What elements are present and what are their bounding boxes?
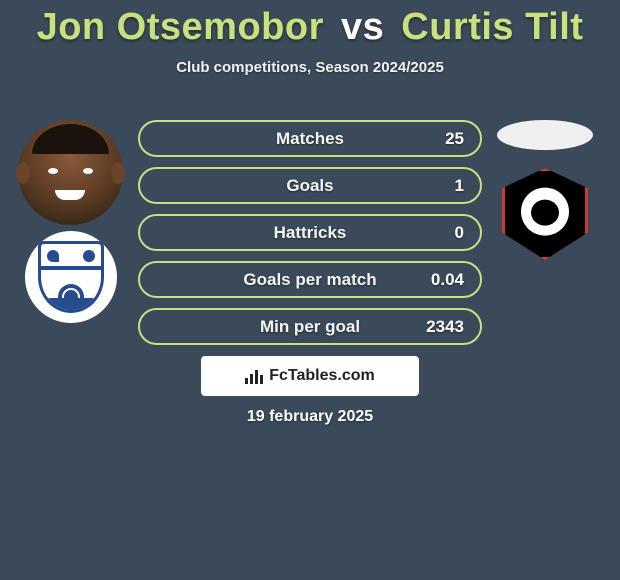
right-avatar-column <box>490 120 600 260</box>
comparison-title: Jon Otsemobor vs Curtis Tilt <box>0 0 620 49</box>
tranmere-shield-icon <box>38 241 104 313</box>
fctables-label: FcTables.com <box>269 367 375 385</box>
stat-right-value: 0 <box>418 223 474 243</box>
subtitle: Club competitions, Season 2024/2025 <box>0 59 620 76</box>
stat-row-matches: Matches 25 <box>138 120 482 157</box>
vs-text: vs <box>341 6 384 48</box>
stat-right-value: 25 <box>418 129 474 149</box>
stat-row-min-per-goal: Min per goal 2343 <box>138 308 482 345</box>
stats-list: Matches 25 Goals 1 Hattricks 0 Goals per… <box>138 120 482 345</box>
player1-avatar <box>18 120 123 225</box>
left-avatar-column <box>8 120 133 323</box>
player1-name: Jon Otsemobor <box>37 6 324 48</box>
fctables-watermark: FcTables.com <box>201 356 419 396</box>
player2-avatar-placeholder <box>497 120 593 150</box>
stat-right-value: 1 <box>418 176 474 196</box>
salford-shield-icon <box>502 168 588 260</box>
player2-name: Curtis Tilt <box>401 6 583 48</box>
date-text: 19 february 2025 <box>0 408 620 426</box>
stat-row-goals: Goals 1 <box>138 167 482 204</box>
player1-club-badge <box>25 231 117 323</box>
bar-chart-icon <box>245 368 263 384</box>
stat-right-value: 2343 <box>418 317 474 337</box>
lion-icon <box>521 188 569 236</box>
stat-row-goals-per-match: Goals per match 0.04 <box>138 261 482 298</box>
stat-right-value: 0.04 <box>418 270 474 290</box>
stat-row-hattricks: Hattricks 0 <box>138 214 482 251</box>
player2-club-badge <box>502 168 588 260</box>
